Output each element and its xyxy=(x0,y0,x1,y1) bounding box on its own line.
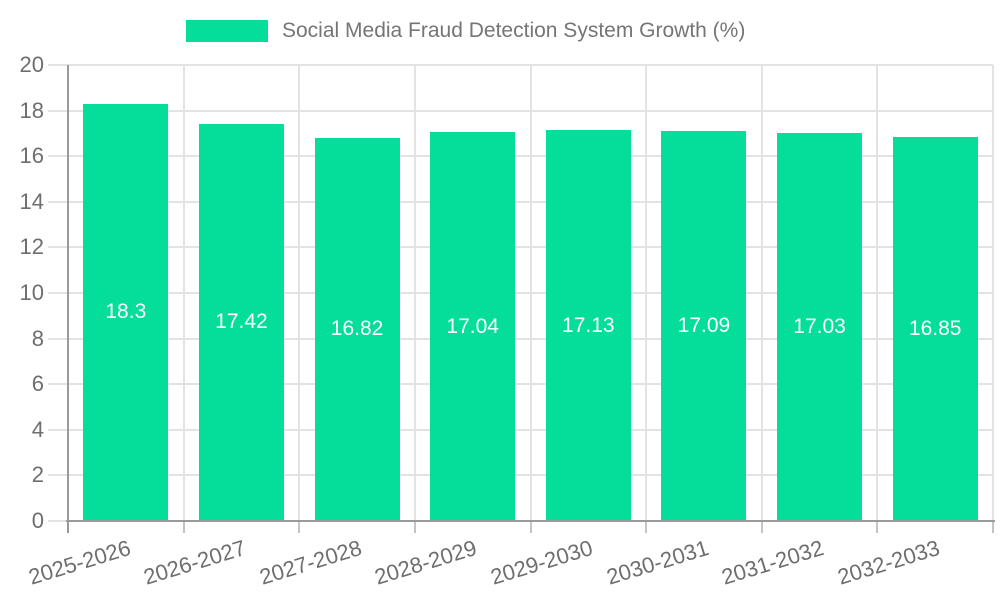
v-gridline xyxy=(182,65,185,521)
bar: 18.3 xyxy=(83,103,169,521)
h-gridline xyxy=(48,246,993,249)
x-axis-tick xyxy=(182,521,185,533)
v-gridline xyxy=(645,65,648,521)
h-gridline xyxy=(48,155,993,158)
x-axis-tick xyxy=(298,521,301,533)
bar: 16.82 xyxy=(314,137,400,521)
h-gridline xyxy=(48,428,993,431)
h-gridline xyxy=(48,337,993,340)
h-gridline xyxy=(48,474,993,477)
x-axis-line xyxy=(66,520,995,522)
bar: 17.13 xyxy=(545,130,631,521)
y-axis-tick-label: 10 xyxy=(19,280,44,305)
h-gridline xyxy=(48,64,993,66)
legend-label: Social Media Fraud Detection System Grow… xyxy=(282,19,746,42)
y-axis-tick-label: 14 xyxy=(19,188,44,214)
y-axis-tick-label: 16 xyxy=(19,143,44,169)
plot-area: 0 2 4 6 8 10 12 14 16 18 20 18.3 2025-2026 17.42 2026-… xyxy=(20,52,995,590)
bar-value-label: 18.3 xyxy=(105,300,147,324)
legend: Social Media Fraud Detection System Grow… xyxy=(186,19,745,43)
legend-swatch xyxy=(186,20,268,42)
x-axis-tick xyxy=(645,521,648,533)
x-axis-tick xyxy=(529,521,532,533)
bar: 16.85 xyxy=(892,136,978,521)
bar: 17.09 xyxy=(661,131,747,521)
x-axis-label-anchor: 2032-2033 xyxy=(715,535,943,590)
v-gridline xyxy=(760,65,763,521)
v-gridline xyxy=(529,65,532,521)
x-axis-tick xyxy=(876,521,879,533)
y-axis-line xyxy=(67,65,69,533)
x-axis-tick xyxy=(760,521,763,533)
y-axis-tick-label: 6 xyxy=(31,371,44,397)
v-gridline xyxy=(992,65,994,521)
y-axis-tick-label: 4 xyxy=(31,416,44,442)
y-axis-tick-label: 8 xyxy=(31,325,44,351)
bar: 17.42 xyxy=(198,123,284,521)
y-axis-tick-label: 18 xyxy=(19,97,44,123)
h-gridline xyxy=(48,383,993,386)
x-axis-tick xyxy=(992,521,994,533)
bar-value-label: 17.13 xyxy=(562,313,615,337)
v-gridline xyxy=(298,65,301,521)
h-gridline xyxy=(48,109,993,112)
v-gridline xyxy=(413,65,416,521)
y-axis-tick-label: 0 xyxy=(31,508,44,533)
x-axis-label: 2032-2033 xyxy=(834,535,943,590)
h-gridline xyxy=(48,292,993,294)
y-axis-tick-label: 20 xyxy=(19,52,44,77)
bar-value-label: 16.85 xyxy=(908,316,962,340)
bar-value-label: 17.03 xyxy=(793,314,846,338)
bar-value-label: 17.04 xyxy=(446,314,499,338)
bar-value-label: 17.09 xyxy=(677,314,731,338)
h-gridline xyxy=(48,200,993,203)
bar-value-label: 17.42 xyxy=(215,310,268,334)
y-axis-tick-label: 12 xyxy=(19,234,44,260)
bar: 17.03 xyxy=(777,132,863,521)
bar-value-label: 16.82 xyxy=(330,317,384,341)
v-gridline xyxy=(876,65,879,521)
bar: 17.04 xyxy=(430,132,516,521)
y-axis-tick-label: 2 xyxy=(31,462,44,488)
x-axis-tick xyxy=(413,521,416,533)
